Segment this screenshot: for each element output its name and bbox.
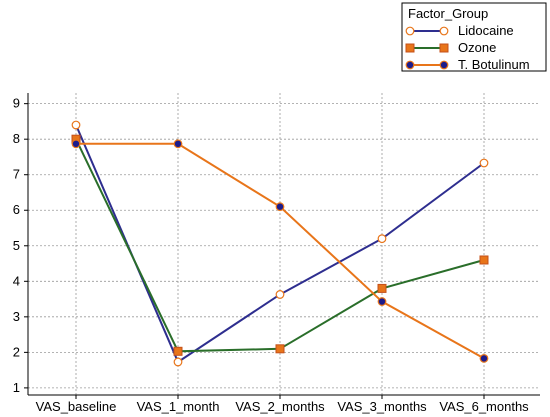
series	[71, 120, 489, 367]
legend-marker	[439, 43, 449, 53]
data-point-lidocaine	[275, 290, 285, 299]
data-point-lidocaine	[377, 234, 387, 244]
data-point-t-botulinum	[479, 354, 489, 363]
data-point-t-botulinum	[71, 139, 81, 149]
y-tick-label: 4	[13, 273, 20, 288]
data-point-t-botulinum	[173, 139, 183, 149]
legend-label: Ozone	[458, 40, 496, 55]
y-tick-label: 2	[13, 344, 20, 359]
legend-item-ozone: Ozone	[405, 40, 496, 55]
x-tick-label: VAS_2_months	[235, 399, 325, 414]
x-tick-label: VAS_3_months	[337, 399, 427, 414]
y-tick-label: 1	[13, 380, 20, 395]
y-tick-label: 7	[13, 167, 20, 182]
legend-marker	[405, 60, 415, 70]
data-point-lidocaine	[479, 158, 489, 168]
y-tick-label: 3	[13, 309, 20, 324]
legend-label: Lidocaine	[458, 23, 514, 38]
data-point-lidocaine	[71, 120, 81, 130]
legend-label: T. Botulinum	[458, 57, 530, 72]
x-tick-label: VAS_6_months	[439, 399, 529, 414]
data-point-lidocaine	[173, 357, 183, 367]
data-point-t-botulinum	[377, 297, 387, 306]
data-point-ozone	[275, 344, 285, 354]
data-point-ozone	[173, 346, 183, 356]
y-tick-label: 8	[13, 131, 20, 146]
y-ticks: 1 2 3 4 5 6 7 8 9	[13, 96, 28, 395]
legend-marker	[405, 26, 415, 36]
x-tick-label: VAS_baseline	[36, 399, 117, 414]
legend-items: Lidocaine Ozone T. Botulinum	[405, 23, 530, 72]
legend: Factor_Group Lidocaine Ozone T. Botulinum	[401, 2, 547, 72]
x-ticks: VAS_baseline VAS_1_month VAS_2_months VAS_3…	[36, 395, 529, 414]
legend-marker	[439, 60, 449, 70]
y-tick-label: 6	[13, 202, 20, 217]
series-ozone	[71, 134, 489, 356]
series-t-botulinum	[71, 139, 489, 363]
legend-item-t-botulinum: T. Botulinum	[405, 57, 530, 72]
legend-item-lidocaine: Lidocaine	[405, 23, 514, 38]
legend-marker	[405, 43, 415, 53]
data-point-ozone	[377, 283, 387, 293]
y-tick-label: 5	[13, 238, 20, 253]
legend-title: Factor_Group	[408, 6, 488, 21]
legend-marker	[439, 26, 449, 36]
axes	[27, 93, 540, 396]
legend-box	[401, 2, 547, 72]
y-tick-label: 9	[13, 96, 20, 111]
data-point-t-botulinum	[275, 202, 285, 212]
data-point-ozone	[479, 255, 489, 265]
series-lidocaine	[71, 120, 489, 367]
x-tick-label: VAS_1_month	[137, 399, 220, 414]
